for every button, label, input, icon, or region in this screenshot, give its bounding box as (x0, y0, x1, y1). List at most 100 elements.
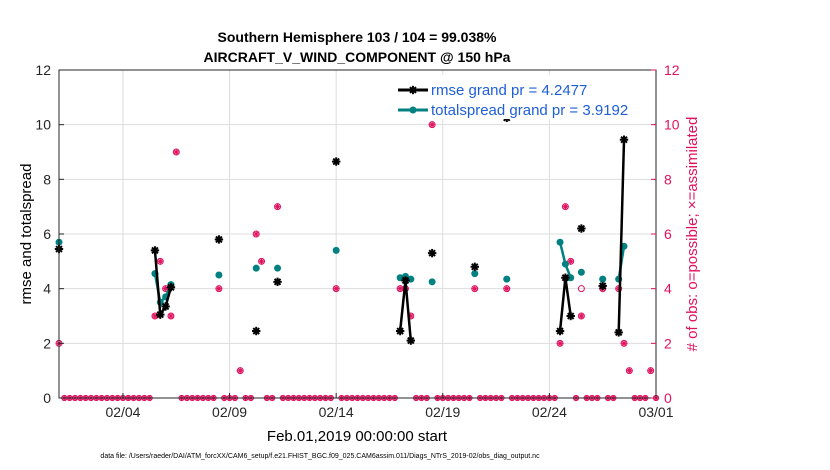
y-tick-label-left: 6 (43, 226, 51, 242)
rmse-point-stroke (332, 157, 340, 166)
legend-label-rmse: rmse grand pr = 4.2477 (431, 82, 587, 99)
obs-assimilated-marker-stroke (275, 204, 281, 210)
rmse-point-stroke (167, 283, 175, 291)
obs-assimilated-marker-stroke (237, 368, 243, 374)
y-tick-label-left: 8 (43, 171, 51, 187)
obs-assimilated-marker (562, 203, 569, 210)
rmse-point-stroke (428, 249, 436, 257)
spread-point (503, 275, 511, 283)
y-tick-label-right: 4 (664, 281, 672, 297)
rmse-point (555, 326, 565, 336)
x-tick-label: 02/14 (319, 404, 354, 420)
obs-assimilated-marker-stroke (333, 286, 339, 292)
obs-assimilated-marker-stroke (648, 368, 654, 374)
rmse-point (427, 248, 437, 258)
spread-point (407, 275, 415, 283)
obs-assimilated-marker (253, 231, 260, 237)
rmse-point (214, 235, 224, 244)
rmse-point-stroke (620, 136, 628, 144)
obs-assimilated-marker-stroke (578, 313, 584, 319)
obs-assimilated-marker-stroke (626, 368, 632, 374)
obs-assimilated-marker (215, 285, 222, 292)
obs-assimilated-marker (157, 258, 164, 265)
y-tick-label-right: 0 (664, 390, 672, 406)
rmse-point-stroke (156, 310, 164, 319)
rmse-point-stroke (577, 224, 586, 233)
rmse-point (252, 326, 261, 336)
x-tick-label: 02/24 (532, 404, 567, 420)
obs-assimilated-marker-stroke (504, 286, 510, 292)
legend-box (392, 75, 654, 119)
rmse-point (577, 224, 586, 233)
obs-assimilated-marker (647, 367, 654, 374)
y-tick-label-left: 0 (43, 390, 51, 406)
rmse-point-stroke (561, 274, 570, 282)
chart-title-line1: Southern Hemisphere 103 / 104 = 99.038% (218, 29, 498, 45)
obs-assimilated-marker-stroke (259, 258, 265, 264)
spread-point (215, 271, 223, 279)
rmse-point (161, 302, 170, 311)
obs-assimilated-marker (503, 285, 510, 292)
rmse-line-segment (617, 139, 626, 333)
legend-rmse-star (408, 85, 418, 95)
obs-assimilated-marker-stroke (568, 258, 574, 264)
obs-assimilated-marker (151, 313, 158, 319)
rmse-point (166, 283, 176, 292)
y-tick-label-right: 12 (664, 62, 680, 78)
rmse-point-stroke (567, 312, 575, 320)
chart-title-line2: AIRCRAFT_V_WIND_COMPONENT @ 150 hPa (204, 49, 511, 65)
y-axis-label-left: rmse and totalspread (18, 164, 35, 305)
obs-assimilated-marker (578, 313, 585, 319)
rmse-point-stroke (407, 336, 415, 345)
y-tick-label-left: 10 (35, 117, 51, 133)
obs-assimilated-marker (567, 258, 574, 265)
rmse-point-stroke (396, 327, 404, 335)
y-tick-label-right: 10 (664, 117, 680, 133)
spread-point (567, 274, 575, 282)
obs-assimilated-marker-stroke (253, 231, 259, 237)
rmse-point (561, 273, 570, 282)
spread-point (561, 260, 569, 268)
legend: rmse grand pr = 4.2477 totalspread grand… (392, 75, 654, 119)
rmse-point (406, 336, 416, 345)
spread-point (577, 268, 585, 276)
legend-rmse-star-stroke (409, 86, 417, 94)
rmse-point (598, 281, 607, 291)
y-tick-label-right: 6 (664, 226, 672, 242)
rmse-point-stroke (556, 327, 564, 335)
axis-ticks: 0 0 2 2 4 4 6 6 8 8 10 10 12 12 02/04 02/09 02/14 02/19 02… (35, 62, 679, 420)
rmse-point-stroke (161, 302, 170, 311)
spread-point (332, 246, 340, 254)
rmse-point-stroke (599, 282, 607, 290)
rmse-point (566, 311, 575, 321)
rmse-point-stroke (273, 278, 282, 286)
rmse-point (614, 328, 623, 337)
obs-assimilated-marker (557, 340, 564, 347)
obs-assimilated-marker-stroke (562, 204, 568, 210)
footer-data-file: data file: /Users/raeder/DAI/ATM_forcXX/… (100, 453, 540, 460)
obs-assimilated-marker (621, 340, 628, 347)
obs-assimilated-marker-stroke (397, 286, 403, 292)
obs-assimilated-marker-stroke (173, 149, 179, 155)
rmse-point-stroke (215, 235, 223, 244)
spread-point (428, 278, 436, 286)
obs-possible-only-marker (577, 285, 585, 293)
y-tick-label-right: 2 (664, 335, 672, 351)
rmse-point-stroke (471, 263, 479, 271)
rmse-point (156, 310, 165, 319)
x-tick-label: 02/04 (105, 404, 140, 420)
obs-assimilated-marker-stroke (429, 122, 435, 128)
y-axis-label-right: # of obs: o=possible; ×=assimilated (684, 117, 701, 352)
y-tick-label-left: 4 (43, 281, 51, 297)
spread-point (471, 270, 479, 278)
rmse-point-stroke (151, 246, 159, 255)
legend-label-spread: totalspread grand pr = 3.9192 (431, 102, 628, 119)
x-tick-label: 02/09 (212, 404, 247, 420)
x-axis-label: Feb.01,2019 00:00:00 start (267, 428, 448, 445)
rmse-point (619, 135, 629, 144)
spread-point (252, 264, 260, 272)
spread-point (274, 264, 282, 272)
rmse-point (401, 276, 410, 285)
obs-assimilated-marker-stroke (621, 340, 627, 346)
x-tick-label: 03/01 (638, 404, 673, 420)
